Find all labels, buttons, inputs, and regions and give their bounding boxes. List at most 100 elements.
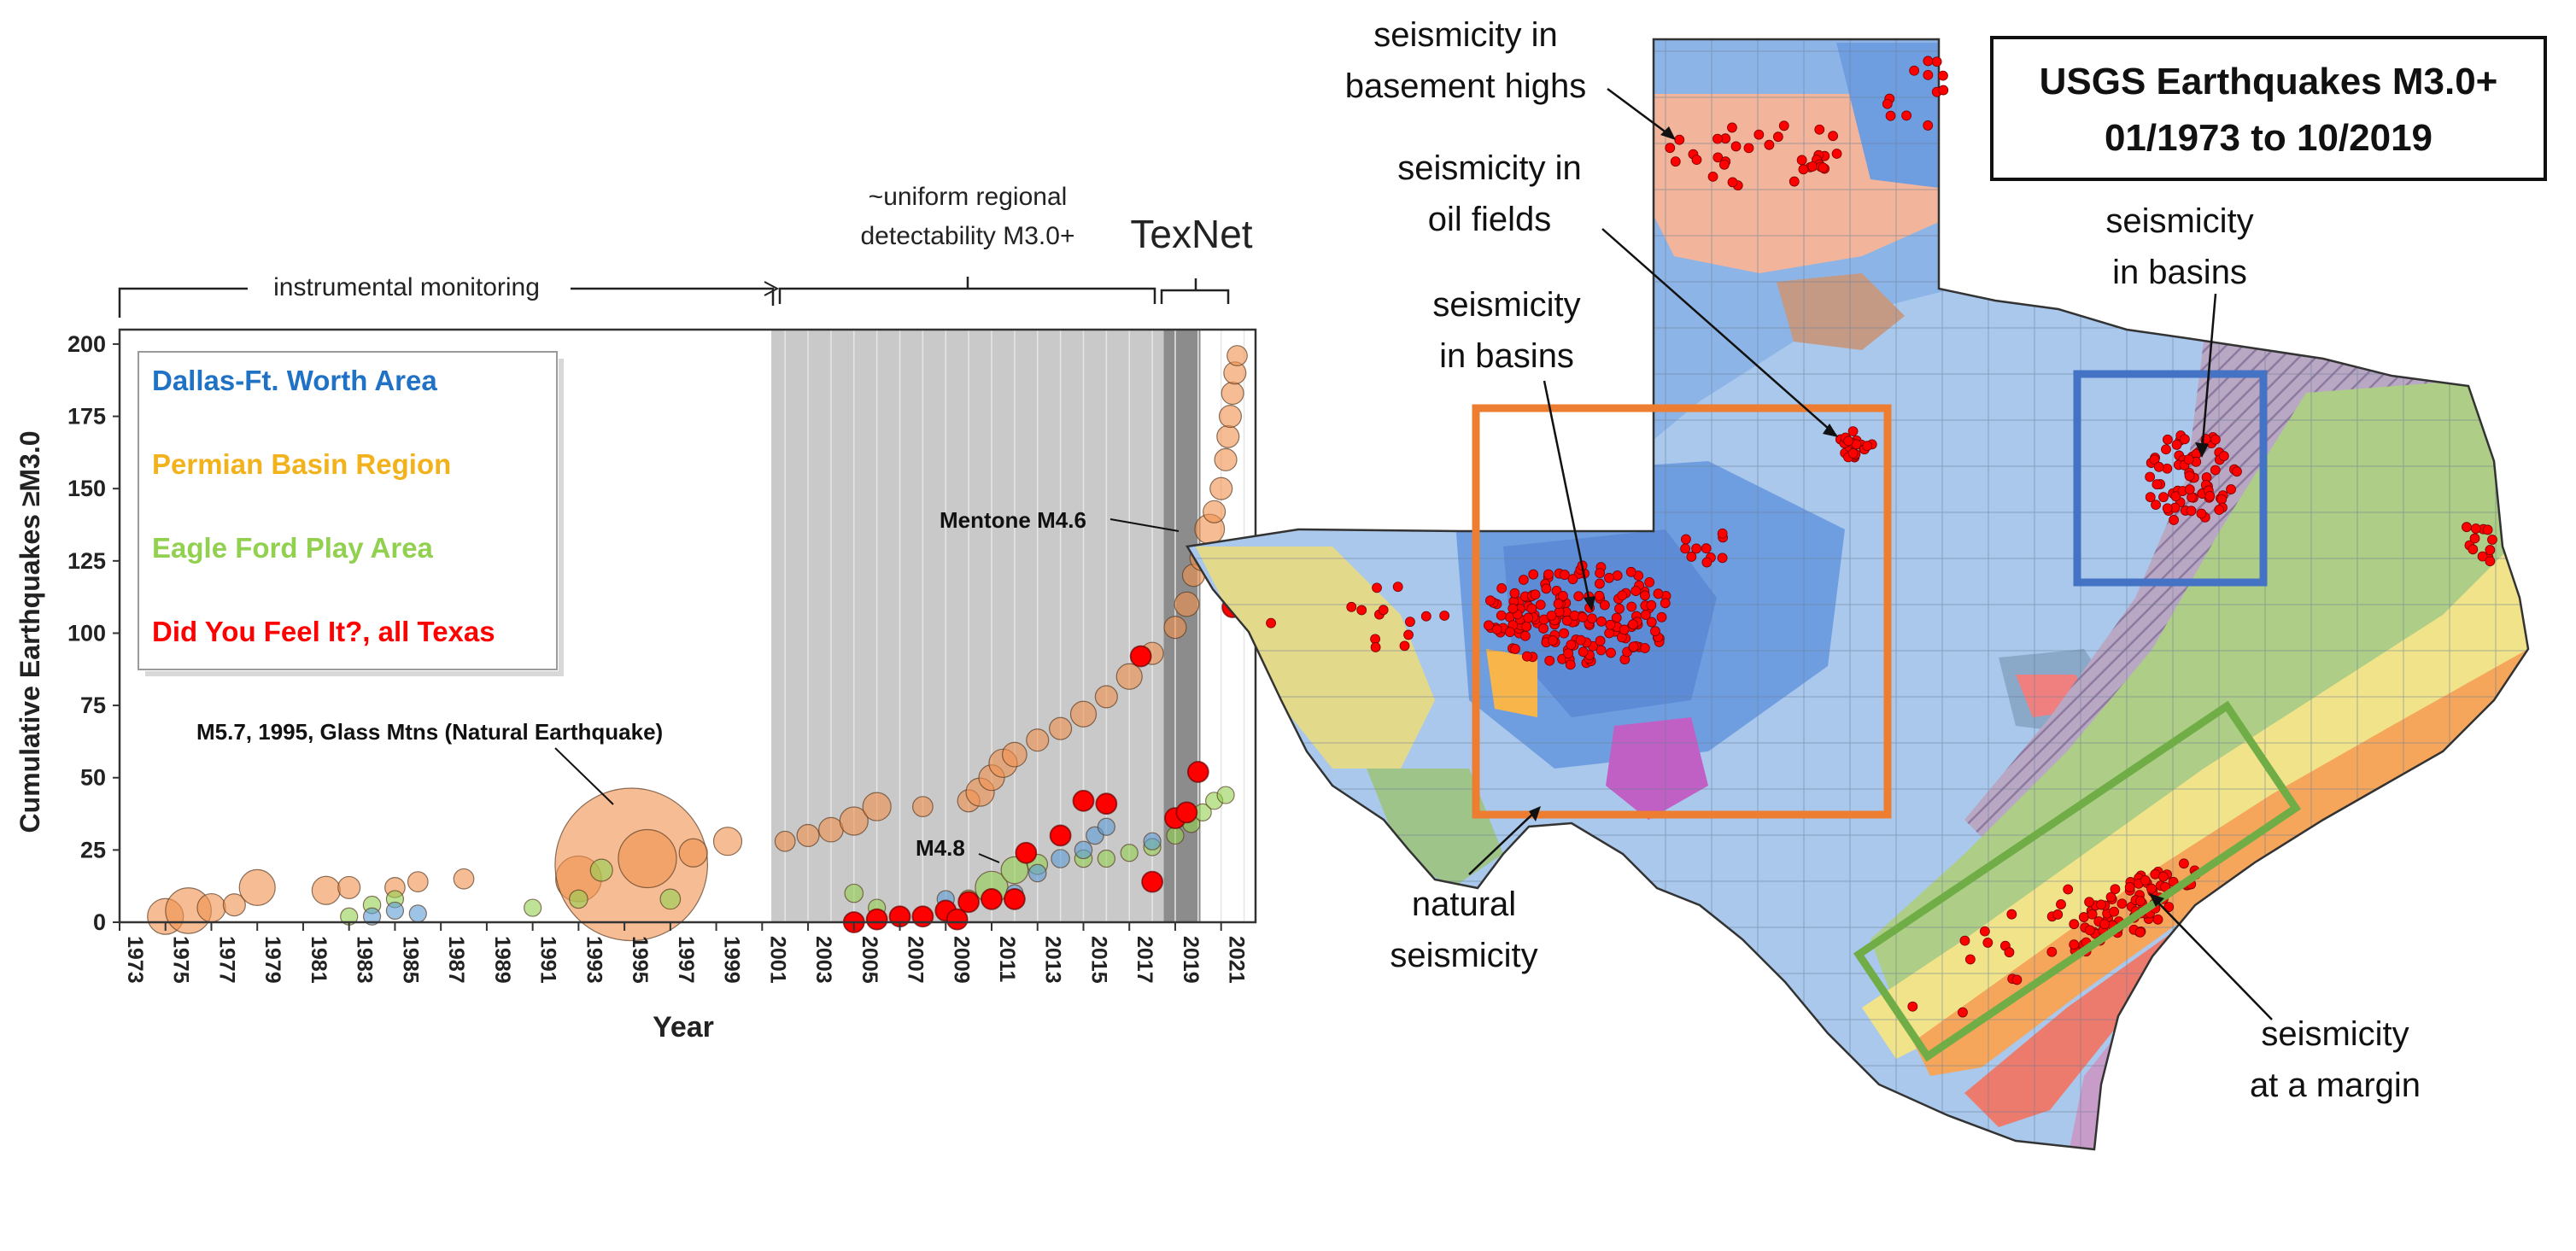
epicenter: [1559, 570, 1570, 580]
epicenter: [1496, 610, 1507, 621]
epicenter: [1938, 85, 1949, 96]
bubble-point: [1203, 500, 1227, 523]
epicenter: [1565, 659, 1576, 670]
annotation-m48: M4.8: [916, 835, 965, 861]
bubble-point: [1174, 591, 1200, 617]
epicenter: [2105, 891, 2116, 903]
dyfi-point: [981, 888, 1003, 910]
epicenter: [2485, 556, 2496, 567]
label-basins-west-1: seismicity: [1432, 286, 1580, 324]
y-tick-label: 100: [67, 620, 106, 646]
epicenter: [2162, 503, 2173, 514]
x-tick-label: 1985: [398, 936, 422, 984]
epicenter: [1541, 583, 1552, 594]
epicenter: [1546, 611, 1557, 621]
epicenter: [2110, 884, 2121, 895]
period-detectability-line2: detectability M3.0+: [861, 222, 1075, 250]
epicenter: [1923, 69, 1934, 80]
epicenter: [1701, 543, 1712, 554]
x-tick-label: 2021: [1225, 936, 1249, 984]
epicenter: [1528, 569, 1539, 580]
epicenter: [1518, 575, 1529, 585]
bubble-point: [796, 823, 820, 847]
dyfi-point: [1175, 801, 1198, 824]
epicenter: [2184, 471, 2195, 482]
bubble-point: [844, 883, 864, 903]
label-basement-highs-1: seismicity in: [1373, 16, 1558, 54]
epicenter: [1399, 640, 1410, 652]
epicenter: [2069, 919, 2080, 930]
epicenter: [1982, 938, 1993, 948]
x-tick-label: 2017: [1133, 936, 1156, 984]
bubble-point: [1221, 381, 1244, 406]
epicenter: [1660, 598, 1671, 609]
dyfi-point: [1049, 824, 1072, 847]
bubble-point: [1094, 685, 1118, 709]
label-natural-1: natural: [1412, 886, 1516, 923]
epicenter: [2162, 434, 2173, 445]
epicenter: [1640, 590, 1650, 601]
bubble-point: [1209, 476, 1233, 500]
epicenter: [2152, 479, 2163, 490]
epicenter: [1496, 583, 1508, 593]
epicenter: [1789, 176, 1800, 187]
period-detectability-line1: ~uniform regional: [869, 183, 1068, 211]
epicenter: [2146, 883, 2157, 894]
epicenter: [1403, 629, 1414, 640]
epicenter: [1630, 586, 1642, 596]
epicenter: [2149, 454, 2160, 465]
epicenter: [2152, 914, 2163, 925]
epicenter: [2482, 524, 2493, 535]
epicenter: [1370, 642, 1381, 652]
series-bubbles: [147, 345, 1248, 942]
bubble-point: [1120, 844, 1139, 862]
epicenter: [1650, 626, 1660, 637]
epicenter: [1573, 591, 1584, 602]
epicenter: [1509, 588, 1520, 599]
epicenter: [1596, 616, 1607, 627]
epicenter: [1505, 627, 1515, 638]
bubble-point: [196, 892, 226, 923]
epicenter: [1558, 591, 1568, 601]
dyfi-point: [1141, 870, 1163, 893]
epicenter: [2011, 974, 2023, 985]
bubble-point: [407, 871, 429, 892]
epicenter: [2485, 545, 2496, 555]
dyfi-point: [1003, 888, 1026, 910]
epicenter: [1491, 624, 1502, 635]
epicenter: [1764, 139, 1775, 150]
epicenter: [2158, 871, 2169, 882]
epicenter: [2116, 898, 2128, 909]
box-basins-west: [1472, 404, 1892, 819]
bubble-point: [408, 904, 427, 923]
epicenter: [2087, 909, 2098, 920]
epicenter: [2069, 939, 2080, 950]
map-title-line1: USGS Earthquakes M3.0+: [2040, 61, 2498, 102]
dyfi-point: [1095, 792, 1118, 815]
epicenter: [1575, 634, 1586, 646]
epicenter: [1405, 617, 1415, 628]
label-oil-fields-2: oil fields: [1428, 201, 1552, 238]
epicenter: [1646, 617, 1657, 628]
geo-coastal-yellow: [1862, 529, 2528, 1059]
epicenter: [2078, 912, 2089, 922]
epicenter: [1909, 65, 1920, 76]
x-tick-label: 2011: [995, 936, 1019, 982]
epicenter: [2226, 484, 2236, 494]
epicenter: [1730, 141, 1742, 152]
epicenter: [1523, 612, 1534, 623]
epicenter: [2161, 444, 2171, 455]
epicenter: [1543, 569, 1554, 580]
legend: Dallas-Ft. Worth Area Permian Basin Regi…: [138, 351, 564, 676]
epicenter: [1519, 630, 1531, 641]
label-margin-1: seismicity: [2261, 1015, 2409, 1053]
bubble-point: [1026, 728, 1050, 752]
epicenter: [1680, 543, 1690, 554]
epicenter: [1561, 615, 1572, 626]
bubble-point: [337, 875, 361, 899]
x-tick-label: 2003: [811, 936, 835, 984]
label-basins-east-1: seismicity: [2105, 202, 2253, 240]
dyfi-point: [957, 891, 981, 914]
epicenter: [1526, 603, 1537, 614]
bubble-point: [1163, 616, 1187, 640]
